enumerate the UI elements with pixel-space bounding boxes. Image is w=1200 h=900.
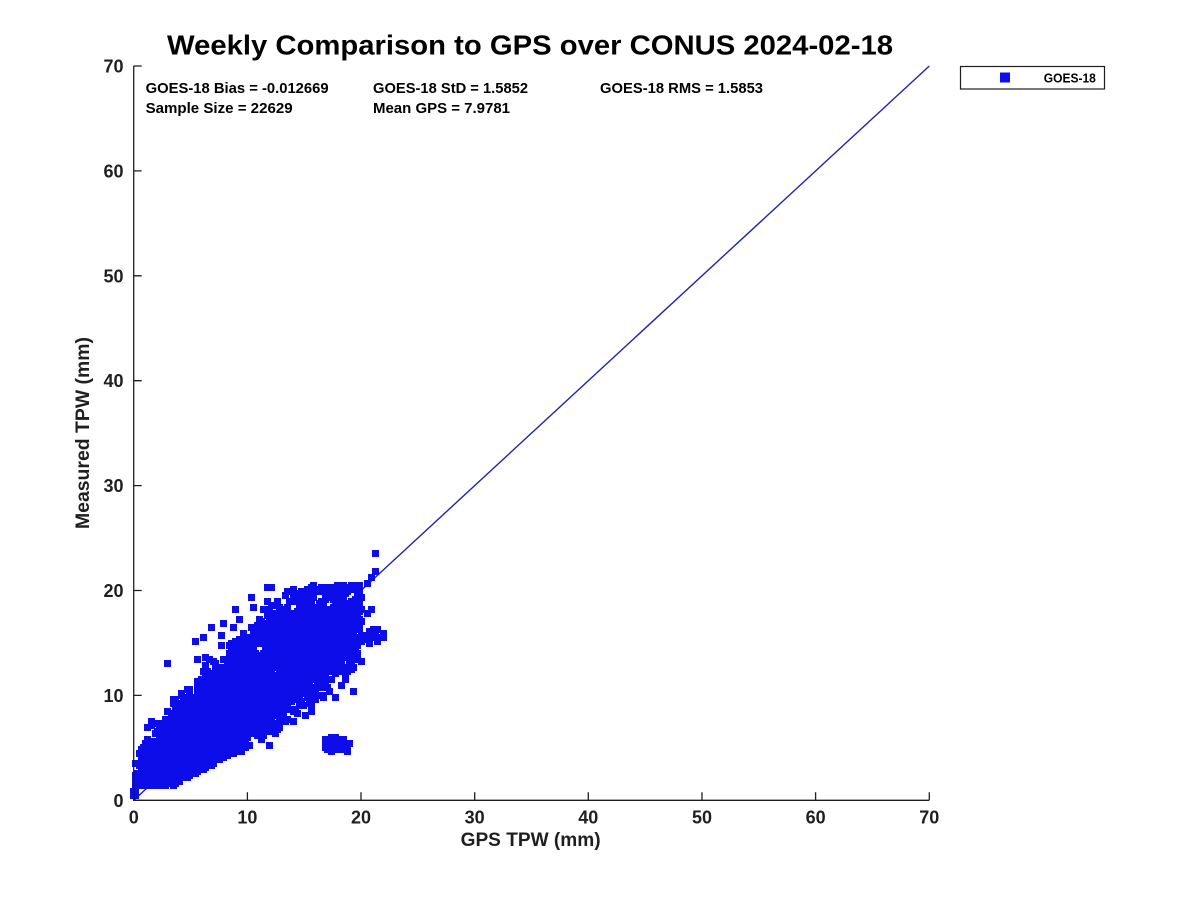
svg-text:50: 50 <box>103 266 123 286</box>
svg-text:Measured TPW (mm): Measured TPW (mm) <box>73 337 94 529</box>
svg-text:Weekly Comparison to GPS over: Weekly Comparison to GPS over CONUS 2024… <box>167 30 893 61</box>
svg-text:30: 30 <box>103 476 123 496</box>
svg-text:10: 10 <box>103 686 123 706</box>
svg-text:GPS TPW (mm): GPS TPW (mm) <box>461 830 601 851</box>
svg-text:Sample Size = 22629: Sample Size = 22629 <box>146 100 293 117</box>
svg-text:50: 50 <box>692 808 712 828</box>
svg-text:20: 20 <box>351 808 371 828</box>
svg-text:GOES-18: GOES-18 <box>1044 70 1096 85</box>
svg-text:0: 0 <box>113 791 123 811</box>
svg-text:60: 60 <box>103 161 123 181</box>
svg-text:GOES-18 RMS = 1.5853: GOES-18 RMS = 1.5853 <box>600 80 763 97</box>
svg-text:70: 70 <box>919 808 939 828</box>
svg-text:70: 70 <box>103 57 123 77</box>
svg-text:10: 10 <box>237 808 257 828</box>
svg-text:20: 20 <box>103 581 123 601</box>
svg-text:60: 60 <box>806 808 826 828</box>
svg-text:Mean GPS = 7.9781: Mean GPS = 7.9781 <box>373 100 510 117</box>
svg-text:0: 0 <box>129 808 139 828</box>
svg-text:30: 30 <box>465 808 485 828</box>
svg-text:40: 40 <box>578 808 598 828</box>
svg-text:GOES-18 StD = 1.5852: GOES-18 StD = 1.5852 <box>373 80 528 97</box>
svg-text:40: 40 <box>103 371 123 391</box>
svg-text:GOES-18 Bias = -0.012669: GOES-18 Bias = -0.012669 <box>146 80 329 97</box>
